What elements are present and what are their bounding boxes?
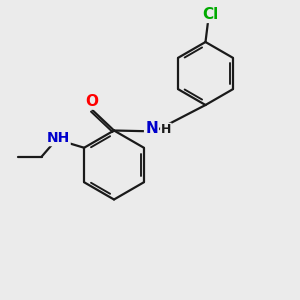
Text: Cl: Cl bbox=[202, 7, 218, 22]
Text: NH: NH bbox=[46, 131, 70, 145]
Text: H: H bbox=[161, 123, 171, 136]
Text: O: O bbox=[85, 94, 98, 109]
Text: N: N bbox=[145, 121, 158, 136]
